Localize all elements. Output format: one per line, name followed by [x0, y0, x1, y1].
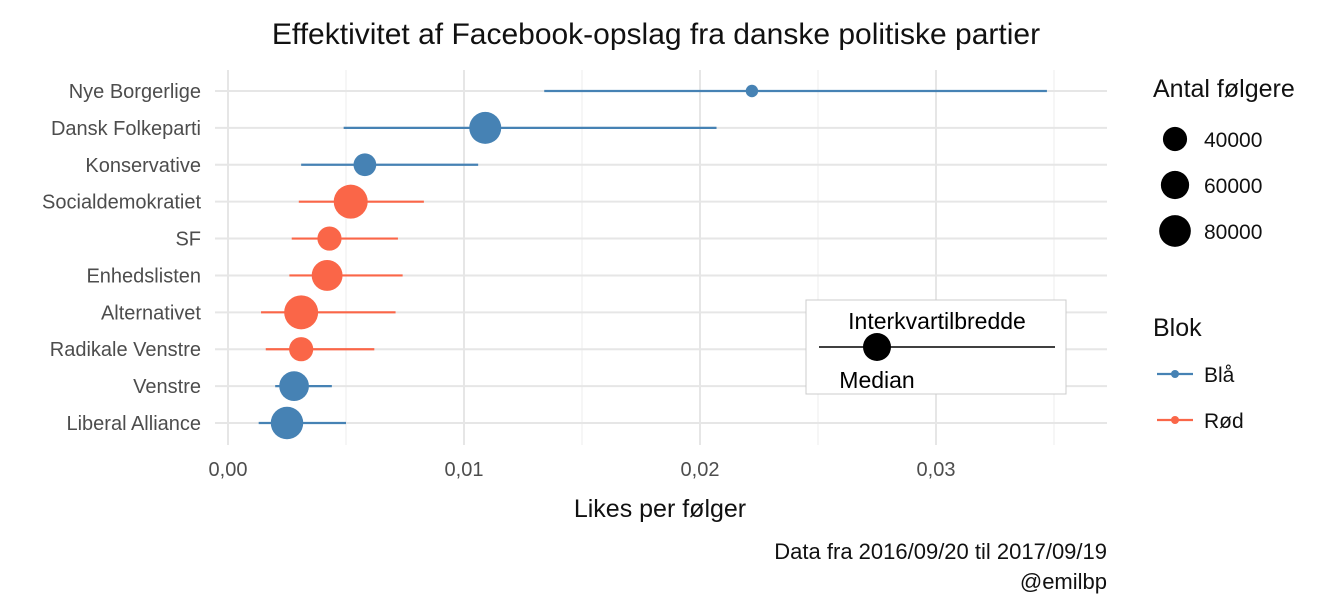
median-point [333, 184, 368, 219]
key-box: Interkvartilbredde Median [805, 299, 1067, 395]
legend-size-title: Antal følgere [1153, 75, 1295, 103]
y-tick-label: SF [175, 229, 201, 251]
y-tick-label: Dansk Folkeparti [51, 118, 201, 140]
x-tick-label: 0,03 [917, 459, 956, 481]
median-point [279, 371, 309, 401]
x-tick-label: 0,01 [445, 459, 484, 481]
key-median-label: Median [839, 367, 914, 393]
legend-size-swatch [1160, 170, 1190, 200]
median-point [270, 406, 304, 440]
legend-size-label: 60000 [1204, 175, 1262, 198]
median-point [311, 260, 343, 291]
median-point [745, 84, 759, 98]
chart-title: Effektivitet af Facebook-opslag fra dans… [272, 18, 1040, 51]
y-tick-label: Nye Borgerlige [69, 81, 201, 103]
legend-size-label: 40000 [1204, 129, 1262, 152]
key-median-point [863, 333, 891, 361]
legend-size-swatch [1159, 215, 1191, 247]
legend-size-label: 80000 [1204, 221, 1262, 244]
median-point [353, 153, 377, 177]
legend-color-label: Rød [1204, 410, 1244, 433]
y-tick-label: Liberal Alliance [66, 413, 201, 435]
caption-line-2: @emilbp [1020, 569, 1107, 594]
median-point [284, 295, 319, 330]
legend-color: Blok Blå Rød [1153, 314, 1244, 433]
y-tick-label: Socialdemokratiet [42, 192, 201, 214]
legend-size-swatch [1162, 126, 1188, 152]
x-axis-label: Likes per følger [574, 495, 746, 523]
legend-color-swatch [1171, 416, 1179, 424]
median-point [289, 337, 314, 362]
y-tick-label: Venstre [133, 376, 201, 398]
x-tick-labels: 0,00 0,01 0,02 0,03 [209, 459, 956, 481]
legend-size-entries: 40000 60000 80000 [1159, 126, 1262, 247]
key-range-label: Interkvartilbredde [848, 308, 1026, 334]
y-tick-labels: Nye Borgerlige Dansk Folkeparti Konservati… [42, 81, 201, 435]
legend-color-entries: Blå Rød [1157, 364, 1244, 433]
x-tick-label: 0,02 [681, 459, 720, 481]
legend-size: Antal følgere 40000 60000 80000 [1153, 75, 1295, 247]
y-tick-label: Radikale Venstre [50, 339, 201, 361]
legend-color-label: Blå [1204, 364, 1235, 387]
y-tick-label: Alternativet [101, 302, 201, 324]
caption-line-1: Data fra 2016/09/20 til 2017/09/19 [774, 539, 1107, 564]
median-point [317, 226, 342, 251]
median-point [469, 111, 502, 144]
y-tick-label: Enhedslisten [86, 265, 201, 287]
legend-color-swatch [1171, 370, 1179, 378]
y-tick-label: Konservative [85, 155, 201, 177]
x-tick-label: 0,00 [209, 459, 248, 481]
median-points [270, 84, 759, 440]
legend-color-title: Blok [1153, 314, 1202, 342]
